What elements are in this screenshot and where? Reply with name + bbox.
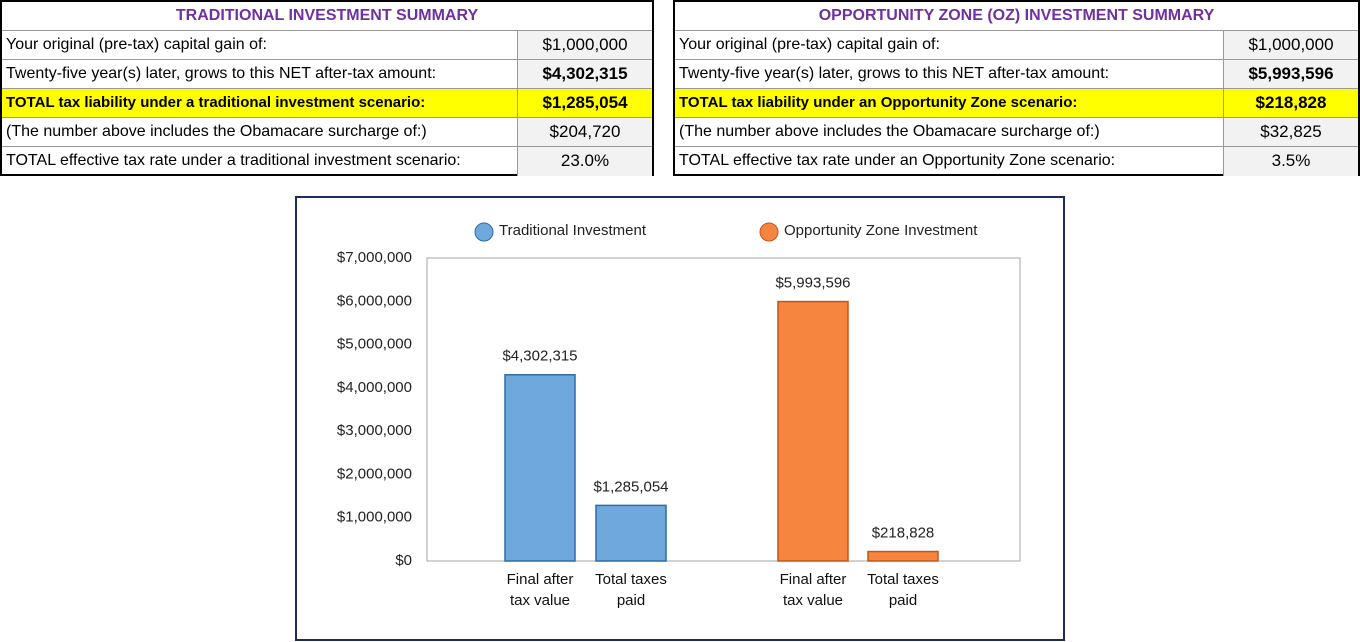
legend-label: Traditional Investment — [499, 222, 647, 239]
row-label: Your original (pre-tax) capital gain of: — [675, 31, 1224, 59]
row-label: Twenty-five year(s) later, grows to this… — [2, 60, 518, 88]
x-tick-label: Final after tax value — [506, 571, 574, 609]
summary-table: TRADITIONAL INVESTMENT SUMMARY Your origi… — [0, 0, 654, 176]
row-value: $218,828 — [1224, 89, 1358, 117]
table-row: TOTAL tax liability under a traditional … — [2, 89, 652, 118]
y-tick-label: $2,000,000 — [337, 465, 412, 482]
row-value: $5,993,596 — [1224, 60, 1358, 88]
bar — [777, 300, 849, 562]
legend-label: Opportunity Zone Investment — [784, 222, 978, 239]
x-tick-label: Final after tax value — [779, 571, 847, 609]
row-value: 23.0% — [518, 147, 652, 176]
value-label: $1,285,054 — [593, 478, 668, 495]
row-value: $1,285,054 — [518, 89, 652, 117]
y-tick-label: $3,000,000 — [337, 422, 412, 439]
row-value: $32,825 — [1224, 118, 1358, 146]
y-tick-label: $1,000,000 — [337, 509, 412, 526]
row-value: $204,720 — [518, 118, 652, 146]
y-tick-label: $0 — [395, 552, 412, 569]
row-label: (The number above includes the Obamacare… — [675, 118, 1224, 146]
table-title: TRADITIONAL INVESTMENT SUMMARY — [2, 2, 652, 31]
table-row: (The number above includes the Obamacare… — [675, 118, 1358, 147]
row-label: Twenty-five year(s) later, grows to this… — [675, 60, 1224, 88]
row-label: (The number above includes the Obamacare… — [2, 118, 518, 146]
y-tick-label: $4,000,000 — [337, 379, 412, 396]
row-value: 3.5% — [1224, 147, 1358, 176]
table-title: OPPORTUNITY ZONE (OZ) INVESTMENT SUMMARY — [675, 2, 1358, 31]
summary-table: OPPORTUNITY ZONE (OZ) INVESTMENT SUMMARY… — [673, 0, 1360, 176]
legend-marker — [474, 222, 494, 242]
value-label: $4,302,315 — [502, 348, 577, 365]
table-row: Twenty-five year(s) later, grows to this… — [2, 60, 652, 89]
row-label: TOTAL tax liability under an Opportunity… — [675, 89, 1224, 117]
row-value: $1,000,000 — [1224, 31, 1358, 59]
table-row: Your original (pre-tax) capital gain of:… — [675, 31, 1358, 60]
y-tick-label: $6,000,000 — [337, 292, 412, 309]
bar — [867, 550, 939, 562]
bar — [595, 504, 667, 562]
row-label: TOTAL tax liability under a traditional … — [2, 89, 518, 117]
table-row: Twenty-five year(s) later, grows to this… — [675, 60, 1358, 89]
table-row: TOTAL tax liability under an Opportunity… — [675, 89, 1358, 118]
bar — [504, 374, 576, 562]
x-tick-label: Total taxes paid — [595, 571, 667, 609]
legend-marker — [759, 222, 779, 242]
table-row: (The number above includes the Obamacare… — [2, 118, 652, 147]
value-label: $218,828 — [872, 524, 935, 541]
row-label: TOTAL effective tax rate under a traditi… — [2, 147, 518, 176]
table-row: TOTAL effective tax rate under an Opport… — [675, 147, 1358, 176]
x-tick-label: Total taxes paid — [867, 571, 939, 609]
table-row: TOTAL effective tax rate under a traditi… — [2, 147, 652, 176]
row-value: $4,302,315 — [518, 60, 652, 88]
row-label: Your original (pre-tax) capital gain of: — [2, 31, 518, 59]
value-label: $5,993,596 — [775, 275, 850, 292]
y-tick-label: $5,000,000 — [337, 336, 412, 353]
y-tick-label: $7,000,000 — [337, 249, 412, 266]
row-value: $1,000,000 — [518, 31, 652, 59]
table-row: Your original (pre-tax) capital gain of:… — [2, 31, 652, 60]
row-label: TOTAL effective tax rate under an Opport… — [675, 147, 1224, 176]
